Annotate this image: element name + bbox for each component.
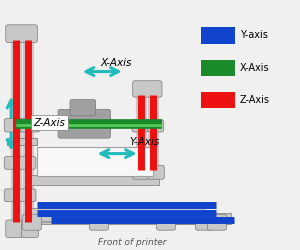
Bar — [7, 138, 37, 145]
FancyBboxPatch shape — [148, 120, 164, 132]
FancyBboxPatch shape — [133, 81, 162, 97]
Bar — [25, 208, 204, 224]
Text: Y-axis: Y-axis — [240, 30, 268, 40]
FancyBboxPatch shape — [22, 214, 41, 230]
Bar — [201, 92, 235, 108]
FancyBboxPatch shape — [4, 189, 21, 202]
Bar — [31, 175, 159, 185]
FancyBboxPatch shape — [157, 214, 176, 230]
Text: Z-Axis: Z-Axis — [34, 118, 65, 128]
Bar — [201, 28, 235, 44]
FancyBboxPatch shape — [21, 118, 40, 132]
FancyBboxPatch shape — [207, 214, 226, 230]
FancyBboxPatch shape — [6, 25, 38, 42]
FancyBboxPatch shape — [22, 220, 38, 238]
FancyBboxPatch shape — [4, 156, 21, 169]
FancyBboxPatch shape — [19, 189, 36, 202]
Text: Z-Axis: Z-Axis — [240, 95, 270, 105]
FancyBboxPatch shape — [89, 214, 109, 230]
FancyBboxPatch shape — [132, 120, 148, 132]
FancyBboxPatch shape — [70, 100, 96, 116]
Text: X-Axis: X-Axis — [100, 58, 131, 68]
Bar — [201, 60, 235, 76]
FancyBboxPatch shape — [133, 165, 149, 179]
FancyBboxPatch shape — [58, 109, 111, 138]
FancyBboxPatch shape — [19, 156, 36, 169]
FancyBboxPatch shape — [6, 220, 22, 238]
Text: X-Axis: X-Axis — [240, 63, 269, 73]
FancyBboxPatch shape — [4, 118, 23, 132]
FancyBboxPatch shape — [195, 214, 214, 230]
Text: Y-Axis: Y-Axis — [129, 138, 159, 147]
Bar — [165, 213, 231, 224]
Bar — [37, 147, 153, 176]
FancyBboxPatch shape — [148, 165, 164, 179]
Text: Front of printer: Front of printer — [98, 238, 166, 247]
